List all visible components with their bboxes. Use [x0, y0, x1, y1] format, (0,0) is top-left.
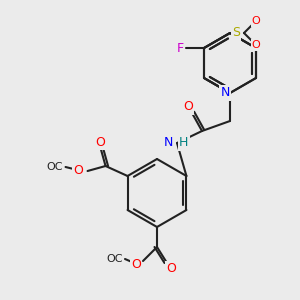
Text: N: N: [220, 86, 230, 100]
Text: OC: OC: [46, 162, 63, 172]
Text: O: O: [252, 16, 260, 26]
Text: O: O: [96, 136, 106, 148]
Text: O: O: [74, 164, 84, 178]
Text: F: F: [176, 41, 184, 55]
Text: H: H: [179, 136, 188, 149]
Text: N: N: [164, 136, 173, 149]
Text: O: O: [166, 262, 176, 275]
Text: O: O: [131, 257, 141, 271]
Text: O: O: [252, 40, 260, 50]
Text: O: O: [183, 100, 193, 113]
Text: OC: OC: [106, 254, 123, 264]
Text: S: S: [232, 26, 240, 40]
